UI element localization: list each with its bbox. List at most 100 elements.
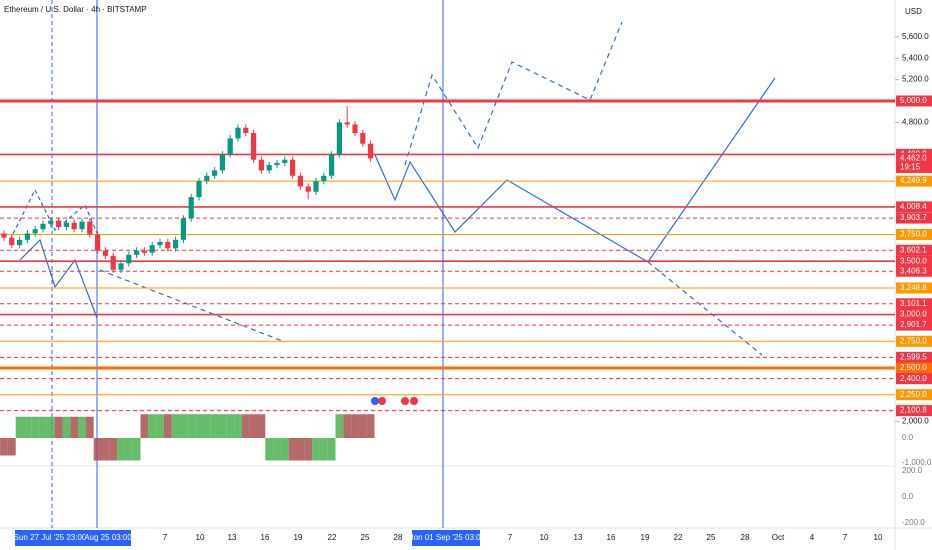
projection-dashed <box>99 269 286 343</box>
oscillator-bar <box>15 416 24 438</box>
level-label-bg <box>896 335 932 347</box>
event-icon <box>371 397 379 405</box>
oscillator-bar <box>78 416 86 438</box>
candle-body <box>274 162 280 166</box>
candle-body <box>87 221 93 235</box>
oscillator-bar <box>288 438 297 461</box>
candle-body <box>305 186 311 192</box>
level-label-bg <box>896 373 932 385</box>
candle-body <box>336 122 342 155</box>
candle-body <box>204 175 210 182</box>
oscillator-bar <box>101 438 110 461</box>
candle-body <box>149 245 155 253</box>
event-icons <box>371 397 418 405</box>
oscillator-bar <box>62 416 71 438</box>
candle-body <box>71 222 77 230</box>
oscillator-bar <box>234 414 242 438</box>
oscillator-bar <box>187 414 196 438</box>
oscillator-bar <box>0 438 8 456</box>
level-label: 3,750.0 <box>900 230 927 239</box>
price-label: 5,200.0 <box>902 75 929 84</box>
time-label: 19 <box>294 533 303 542</box>
time-label: 28 <box>394 533 403 542</box>
level-label-bg <box>896 319 932 331</box>
oscillator-bar <box>171 414 180 438</box>
oscillator-bar <box>117 438 125 461</box>
oscillator-bar <box>179 414 188 438</box>
oscillator-bar <box>273 438 281 461</box>
level-label-bg <box>896 255 932 267</box>
candle-body <box>157 241 163 246</box>
level-label: 4,249.9 <box>900 176 927 185</box>
oscillator-bar <box>327 438 336 461</box>
oscillator-label: -1,000.0 <box>902 458 932 467</box>
level-label-bg <box>896 95 932 107</box>
level-label: 2,250.0 <box>900 390 927 399</box>
oscillator-bar <box>109 438 118 461</box>
time-label: 25 <box>707 533 716 542</box>
time-label: 7 <box>508 533 513 542</box>
symbol-title: Ethereum / U.S. Dollar · 4h · BITSTAMP <box>4 5 147 14</box>
oscillator-bar <box>319 438 328 461</box>
event-icon <box>410 397 418 405</box>
level-label: 2,100.8 <box>900 406 927 415</box>
time-label: 7 <box>843 533 848 542</box>
level-label-bg <box>896 244 932 256</box>
oscillator-bar <box>132 438 141 461</box>
candle-body <box>235 127 241 139</box>
time-label: 19 <box>641 533 650 542</box>
time-label: 28 <box>741 533 750 542</box>
last-price-bg <box>896 152 932 173</box>
level-label: 4,008.4 <box>900 202 927 211</box>
candle-body <box>251 133 257 160</box>
panel-label: -200.0 <box>902 518 925 527</box>
candle-body <box>188 197 194 219</box>
time-label: 16 <box>261 533 270 542</box>
candle-body <box>297 175 303 187</box>
panel-label: 200.0 <box>902 466 923 475</box>
candle-body <box>79 221 85 230</box>
time-label: Aug 25 03:00 <box>84 533 132 542</box>
time-highlight <box>85 530 131 546</box>
event-icon <box>401 397 409 405</box>
oscillator-bar <box>343 414 352 438</box>
projection-dashed <box>404 21 623 166</box>
candle-body <box>368 143 374 159</box>
time-label: Oct <box>772 533 785 542</box>
oscillator-bar <box>210 414 219 438</box>
price-label: 4,800.0 <box>902 117 929 126</box>
oscillator-bar <box>39 416 47 438</box>
candle-body <box>110 255 116 270</box>
candle-body <box>63 222 69 228</box>
level-label-bg <box>896 362 932 374</box>
oscillator-bar <box>124 438 133 461</box>
oscillator-bar <box>156 414 164 438</box>
candle-body <box>243 127 249 134</box>
level-label-bg <box>896 201 932 213</box>
level-label: 2,599.5 <box>900 352 927 361</box>
oscillator-bar <box>296 438 305 461</box>
oscillator-bar <box>202 414 211 438</box>
candle-body <box>32 229 38 234</box>
oscillator-bar <box>31 416 40 438</box>
oscillator-bar <box>304 438 313 461</box>
level-label-bg <box>896 175 932 187</box>
level-label: 3,101.1 <box>900 299 927 308</box>
candle-body <box>165 241 171 249</box>
level-label: 2,400.0 <box>900 374 927 383</box>
level-label: 3,248.8 <box>900 283 927 292</box>
candle-body <box>126 254 132 264</box>
candle-body <box>118 263 124 270</box>
oscillator-bar <box>140 414 149 438</box>
candle-body <box>352 124 358 134</box>
price-label: 2,000.0 <box>902 417 929 426</box>
candle-body <box>282 159 288 163</box>
candle-body <box>40 223 46 230</box>
oscillator-bar <box>280 438 289 461</box>
level-label-bg <box>896 298 932 310</box>
price-label: 5,400.0 <box>902 53 929 62</box>
candle-body <box>24 233 30 240</box>
oscillator-bar <box>312 438 320 461</box>
oscillator-bar <box>366 414 375 438</box>
